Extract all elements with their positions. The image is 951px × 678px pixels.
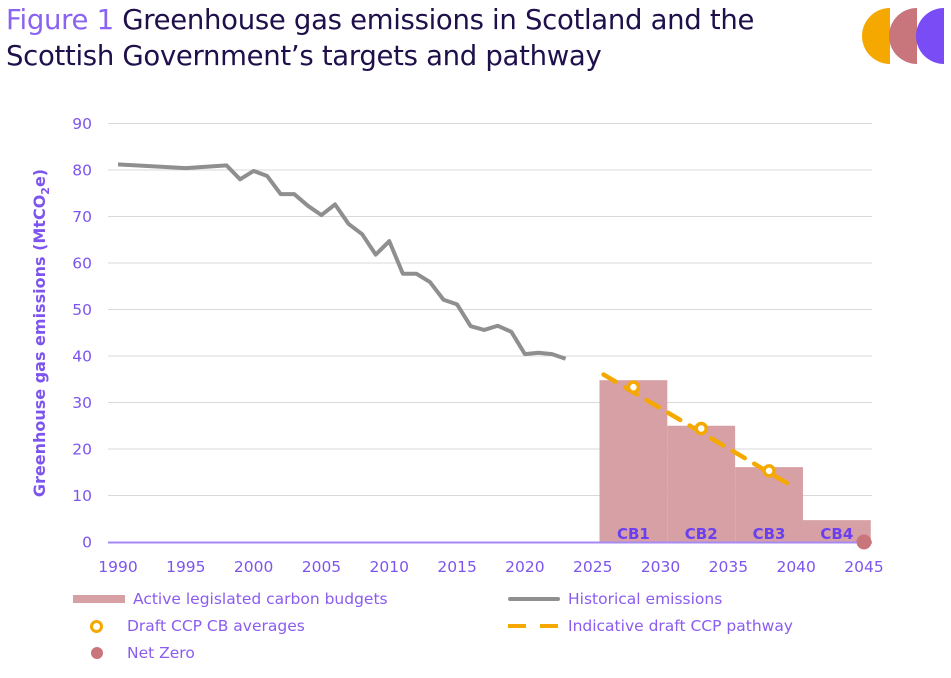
x-tick-label: 2015: [437, 558, 476, 576]
legend-ring-marker-icon: [90, 619, 103, 633]
legend-dashed-line-swatch-icon: [508, 624, 560, 628]
historical-emissions-line: [117, 162, 567, 361]
carbon-budget-bar: [802, 520, 871, 542]
x-tick-label: 2020: [505, 558, 544, 576]
carbon-budget-label: CB4: [820, 525, 853, 543]
title-line-1: Greenhouse gas emissions in Scotland and…: [122, 4, 755, 36]
logo-semicircle-purple: [916, 8, 944, 64]
legend-bar-swatch-icon: [73, 595, 125, 603]
x-tick-label: 2045: [844, 558, 883, 576]
x-tick-label: 2000: [234, 558, 273, 576]
y-tick-label: 10: [72, 487, 92, 505]
y-axis-label-main: Greenhouse gas emissions (MtCO: [30, 195, 49, 497]
x-tick-label: 2040: [776, 558, 815, 576]
gridlines: [108, 123, 872, 496]
legend-label: Historical emissions: [568, 590, 723, 608]
ccp-average-marker: [694, 421, 708, 436]
figure-label: Figure 1: [6, 4, 114, 36]
legend-item-net-zero[interactable]: Net Zero: [73, 644, 195, 662]
historical-emissions-series: [117, 162, 567, 361]
x-tick-label: 2005: [302, 558, 341, 576]
carbon-budget-label: CB3: [753, 525, 786, 543]
y-tick-label: 0: [82, 534, 92, 552]
y-tick-label: 60: [72, 255, 92, 273]
legend-label: Active legislated carbon budgets: [133, 590, 388, 608]
legend-line-swatch-icon: [508, 597, 560, 601]
legend-label: Draft CCP CB averages: [127, 617, 305, 635]
legend-label: Net Zero: [127, 644, 195, 662]
legend-label: Indicative draft CCP pathway: [568, 617, 793, 635]
three-semicircles-logo-icon: [862, 8, 944, 64]
legend-item-ccp-pathway[interactable]: Indicative draft CCP pathway: [508, 617, 793, 635]
x-tick-label: 2010: [370, 558, 409, 576]
y-tick-labels: 0 10 20 30 40 50 60 70 80 90: [72, 115, 92, 552]
x-tick-label: 1990: [98, 558, 137, 576]
x-tick-label: 2035: [709, 558, 748, 576]
ccp-average-marker: [626, 380, 641, 394]
y-axis-label-sub: 2: [39, 187, 52, 195]
chart-title: Figure 1 Greenhouse gas emissions in Sco…: [6, 2, 806, 74]
draft-ccp-averages-series: [626, 380, 776, 478]
x-tick-label: 2030: [641, 558, 680, 576]
y-tick-label: 80: [72, 162, 92, 180]
logo-semicircle-orange: [862, 8, 890, 64]
carbon-budget-bar: [735, 467, 803, 542]
ccp-average-marker: [762, 464, 776, 478]
legend-item-historical[interactable]: Historical emissions: [508, 590, 722, 608]
y-tick-label: 50: [72, 301, 92, 319]
x-tick-label: 1995: [166, 558, 205, 576]
carbon-budget-labels: CB1 CB2 CB3 CB4: [617, 525, 853, 543]
y-tick-label: 20: [72, 441, 92, 459]
y-tick-label: 70: [72, 208, 92, 226]
y-axis-label-end: e): [30, 169, 49, 187]
net-zero-series: [856, 534, 872, 550]
legend-item-carbon-budgets[interactable]: Active legislated carbon budgets: [73, 590, 388, 608]
logo-semicircle-rose: [889, 8, 917, 64]
carbon-budget-bars: [599, 380, 871, 542]
legend-item-ccp-averages[interactable]: Draft CCP CB averages: [73, 617, 305, 635]
x-tick-label: 2025: [573, 558, 612, 576]
x-tick-labels: 1990 1995 2000 2005 2010 2015 2020 2025 2030 2035…: [98, 558, 883, 576]
title-line-2: Scottish Government’s targets and pathwa…: [6, 40, 602, 72]
carbon-budget-label: CB1: [617, 525, 650, 543]
carbon-budget-label: CB2: [685, 525, 718, 543]
legend-dot-marker-icon: [91, 647, 103, 659]
y-tick-label: 30: [72, 394, 92, 412]
y-tick-label: 90: [72, 115, 92, 133]
net-zero-marker: [856, 534, 872, 550]
y-tick-label: 40: [72, 348, 92, 366]
y-axis-label: Greenhouse gas emissions (MtCO2e): [30, 169, 52, 497]
